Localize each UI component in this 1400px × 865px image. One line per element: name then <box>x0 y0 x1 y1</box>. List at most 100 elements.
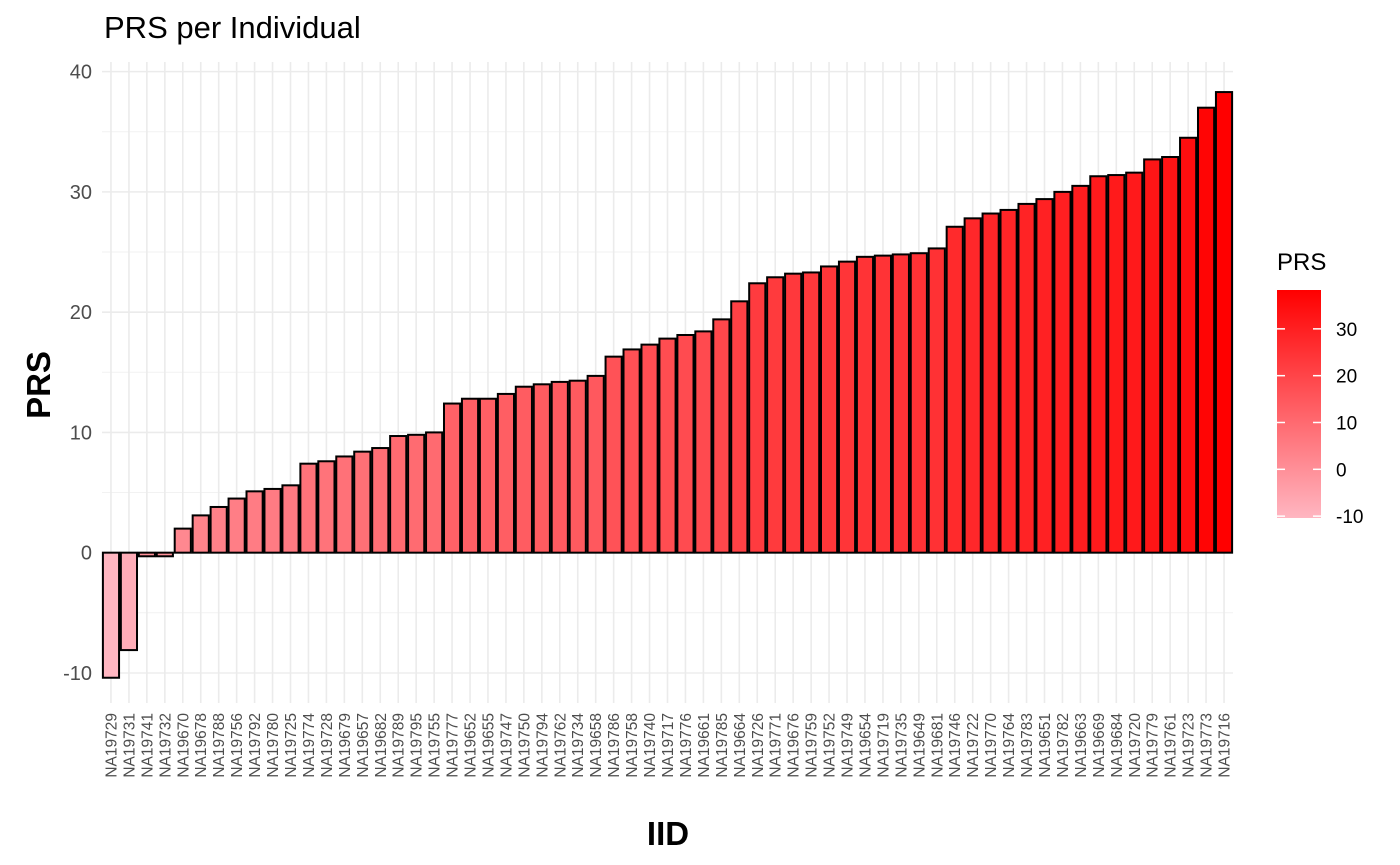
x-tick-label: NA19780 <box>265 713 282 778</box>
bar-NA19762 <box>550 380 569 554</box>
legend-colorbar <box>1277 290 1321 518</box>
bar-NA19789 <box>389 435 408 554</box>
bar-NA19761 <box>1161 156 1180 554</box>
x-tick-label: NA19726 <box>750 713 767 778</box>
x-tick-label: NA19794 <box>534 713 551 778</box>
bar-NA19664 <box>730 300 749 554</box>
bar-NA19681 <box>927 247 946 554</box>
x-tick-label: NA19684 <box>1109 713 1126 778</box>
bar-NA19741 <box>137 551 156 558</box>
bar-NA19663 <box>1071 184 1090 554</box>
bar-NA19773 <box>1196 106 1216 554</box>
x-tick-label: NA19679 <box>337 713 354 778</box>
x-tick-label: NA19678 <box>193 713 210 778</box>
bar-NA19746 <box>945 225 964 554</box>
x-tick-label: NA19657 <box>355 713 372 778</box>
legend: PRS -10 0 10 20 30 <box>1277 249 1363 528</box>
x-tick-label: NA19788 <box>211 713 228 778</box>
x-tick-label: NA19654 <box>857 713 874 778</box>
x-tick-label: NA19792 <box>247 713 264 778</box>
legend-tick-label: 0 <box>1336 460 1347 481</box>
bar-NA19669 <box>1089 175 1108 554</box>
x-tick-label: NA19740 <box>642 713 659 778</box>
x-tick-label: NA19756 <box>229 713 246 778</box>
bar-NA19747 <box>496 392 516 554</box>
x-tick-label: NA19652 <box>463 713 480 778</box>
x-tick-label: NA19719 <box>875 713 892 778</box>
bar-NA19786 <box>604 355 623 554</box>
bar-NA19649 <box>909 252 928 554</box>
x-tick-label: NA19735 <box>893 713 910 778</box>
x-tick-label: NA19758 <box>624 713 641 778</box>
bar-NA19764 <box>999 208 1018 554</box>
x-tick-label: NA19723 <box>1181 713 1198 778</box>
x-axis-ticks: NA19729 NA19731 NA19741 NA19732 NA19670 NA196… <box>103 713 1233 778</box>
x-tick-label: NA19651 <box>1037 713 1054 778</box>
bar-NA19716 <box>1214 91 1234 554</box>
x-tick-label: NA19795 <box>409 713 426 778</box>
bar-NA19726 <box>748 282 767 554</box>
x-tick-label: NA19776 <box>678 713 695 778</box>
x-tick-label: NA19770 <box>983 713 1000 778</box>
x-tick-label: NA19755 <box>427 713 444 778</box>
legend-tick-label: -10 <box>1336 507 1363 528</box>
bar-NA19740 <box>640 343 659 554</box>
bar-NA19682 <box>371 447 390 554</box>
bar-NA19749 <box>837 260 857 554</box>
bar-NA19657 <box>353 450 372 554</box>
x-tick-label: NA19789 <box>391 713 408 778</box>
bar-NA19684 <box>1107 174 1126 554</box>
bar-NA19719 <box>873 254 893 554</box>
bar-NA19717 <box>658 337 677 554</box>
bar-NA19774 <box>299 462 318 554</box>
x-tick-label: NA19747 <box>498 713 515 778</box>
bar-NA19752 <box>819 265 839 554</box>
bar-NA19651 <box>1035 198 1054 554</box>
x-tick-label: NA19661 <box>696 713 713 778</box>
bar-NA19652 <box>460 397 480 554</box>
x-tick-label: NA19649 <box>911 713 928 778</box>
bar-NA19654 <box>855 255 875 554</box>
x-tick-label: NA19731 <box>121 713 138 778</box>
bar-NA19771 <box>766 276 785 554</box>
x-tick-label: NA19663 <box>1073 713 1090 778</box>
bar-NA19759 <box>802 271 821 554</box>
bar-NA19734 <box>568 379 587 554</box>
bar-NA19725 <box>281 484 300 554</box>
bar-NA19661 <box>694 330 713 554</box>
x-tick-label: NA19664 <box>732 713 749 778</box>
legend-title: PRS <box>1277 249 1326 276</box>
x-tick-label: NA19786 <box>606 713 623 778</box>
x-tick-label: NA19749 <box>840 713 857 778</box>
y-tick-label: 20 <box>70 302 92 324</box>
bar-NA19720 <box>1125 171 1144 554</box>
x-tick-label: NA19779 <box>1145 713 1162 778</box>
bar-NA19792 <box>245 490 264 554</box>
x-tick-label: NA19762 <box>552 713 569 778</box>
bar-NA19755 <box>425 431 444 554</box>
x-tick-label: NA19732 <box>157 713 174 778</box>
bar-NA19728 <box>317 460 336 554</box>
bar-NA19670 <box>173 527 192 554</box>
bar-NA19758 <box>622 348 641 554</box>
y-axis-label: PRS <box>20 351 57 419</box>
bar-NA19756 <box>227 497 246 554</box>
x-tick-label: NA19669 <box>1091 713 1108 778</box>
bar-NA19782 <box>1053 190 1072 554</box>
bar-NA19676 <box>784 272 803 554</box>
bar-NA19722 <box>963 217 982 554</box>
x-tick-label: NA19741 <box>139 713 156 778</box>
x-tick-label: NA19670 <box>175 713 192 778</box>
y-tick-label: 40 <box>70 62 92 84</box>
x-tick-label: NA19725 <box>283 713 300 778</box>
x-tick-label: NA19761 <box>1163 713 1180 778</box>
x-tick-label: NA19771 <box>768 713 785 778</box>
bar-NA19779 <box>1143 158 1162 554</box>
bar-NA19780 <box>263 487 282 554</box>
x-tick-label: NA19777 <box>445 713 462 778</box>
x-tick-label: NA19729 <box>103 713 120 778</box>
bar-NA19731 <box>119 551 139 652</box>
x-tick-label: NA19682 <box>373 713 390 778</box>
bar-NA19723 <box>1179 136 1198 554</box>
